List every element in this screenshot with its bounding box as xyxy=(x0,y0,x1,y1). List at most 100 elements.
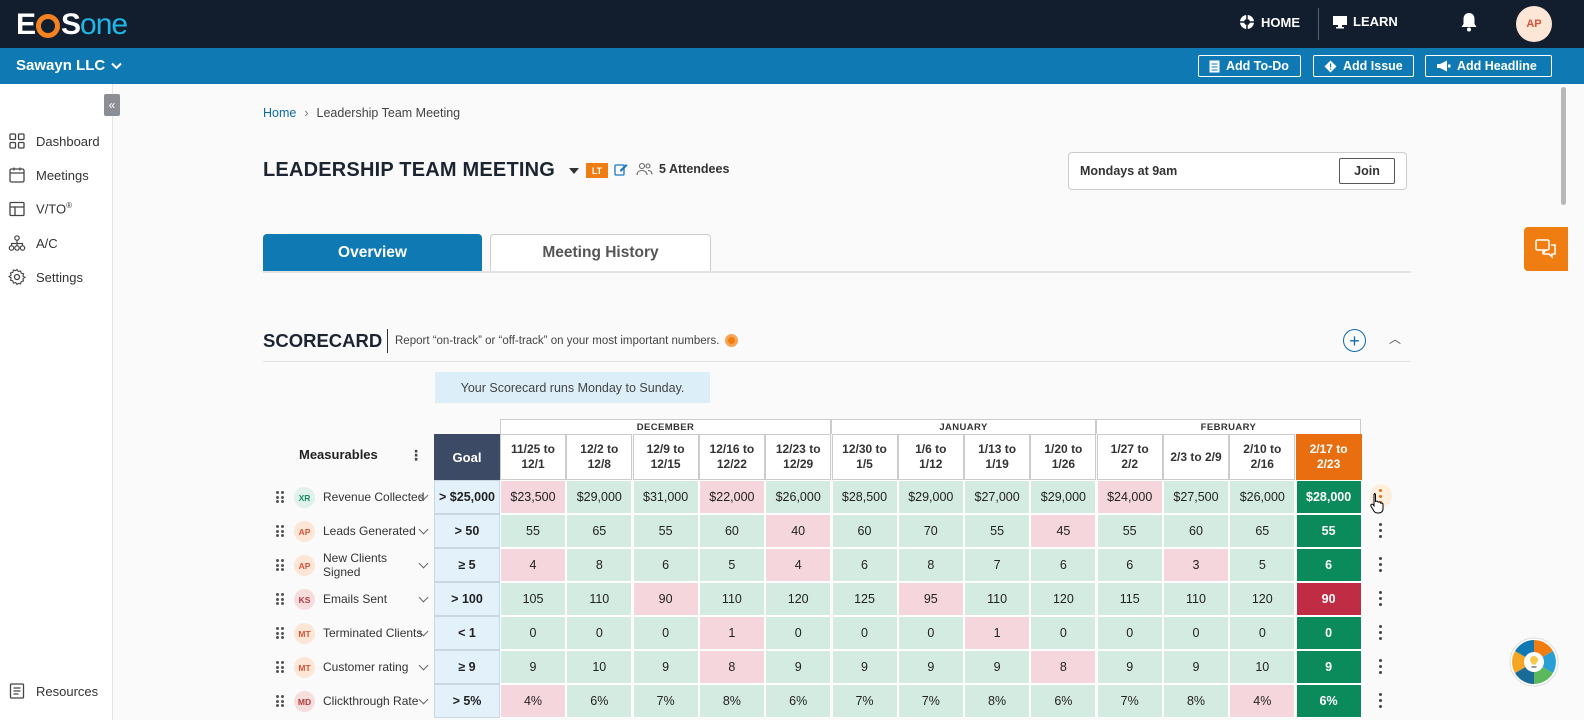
notifications-bell-icon[interactable] xyxy=(1460,12,1478,37)
row-menu-kebab-icon[interactable] xyxy=(1378,659,1384,675)
breadcrumb-home-link[interactable]: Home xyxy=(263,106,297,120)
score-cell[interactable]: 60 xyxy=(831,514,898,548)
score-cell[interactable]: $23,500 xyxy=(500,480,566,514)
score-cell[interactable]: 6% xyxy=(765,684,832,718)
goal-cell[interactable]: ≥ 9 xyxy=(434,650,500,684)
owner-avatar[interactable]: AP xyxy=(294,555,315,576)
score-cell[interactable]: 7 xyxy=(964,548,1031,582)
goal-cell[interactable]: > 100 xyxy=(434,582,500,616)
scrollbar-thumb[interactable] xyxy=(1561,87,1566,205)
score-cell[interactable]: 8% xyxy=(964,684,1031,718)
score-cell[interactable]: 4% xyxy=(1229,684,1296,718)
goal-cell[interactable]: < 1 xyxy=(434,616,500,650)
sidebar-item-settings[interactable]: Settings xyxy=(8,268,83,286)
score-cell[interactable]: $31,000 xyxy=(632,480,699,514)
score-cell[interactable]: 9 xyxy=(765,650,832,684)
score-cell[interactable]: 120 xyxy=(765,582,832,616)
score-cell[interactable]: 5 xyxy=(698,548,765,582)
score-cell[interactable]: 7% xyxy=(897,684,964,718)
score-cell[interactable]: 0 xyxy=(1030,616,1097,650)
score-cell[interactable]: 6 xyxy=(831,548,898,582)
score-cell[interactable]: 0 xyxy=(500,616,566,650)
score-cell[interactable]: 110 xyxy=(566,582,633,616)
org-selector[interactable]: Sawayn LLC xyxy=(16,57,122,74)
measurable-name[interactable]: Terminated Clients xyxy=(323,626,423,640)
current-week-value-cell[interactable]: 0 xyxy=(1295,616,1362,650)
score-cell[interactable]: 4% xyxy=(500,684,566,718)
score-cell[interactable]: 1 xyxy=(964,616,1031,650)
score-cell[interactable]: 6 xyxy=(632,548,699,582)
measurables-menu-icon[interactable]: ⋮ xyxy=(409,447,423,463)
score-cell[interactable]: 0 xyxy=(632,616,699,650)
sidebar-item-resources[interactable]: Resources xyxy=(8,682,98,700)
score-cell[interactable]: 5 xyxy=(1229,548,1296,582)
score-cell[interactable]: 6 xyxy=(1030,548,1097,582)
score-cell[interactable]: 90 xyxy=(632,582,699,616)
score-cell[interactable]: 45 xyxy=(1030,514,1097,548)
score-cell[interactable]: $29,000 xyxy=(1030,480,1097,514)
score-cell[interactable]: $27,500 xyxy=(1163,480,1229,514)
meeting-dropdown-caret-icon[interactable] xyxy=(569,168,579,174)
score-cell[interactable]: 55 xyxy=(500,514,566,548)
score-cell[interactable]: 10 xyxy=(566,650,633,684)
score-cell[interactable]: 0 xyxy=(831,616,898,650)
drag-handle-icon[interactable] xyxy=(276,593,286,605)
tab-overview[interactable]: Overview xyxy=(263,234,482,271)
goal-cell[interactable]: ≥ 5 xyxy=(434,548,500,582)
owner-avatar[interactable]: XR xyxy=(294,487,315,508)
current-week-value-cell[interactable]: 90 xyxy=(1295,582,1362,616)
score-cell[interactable]: 65 xyxy=(1229,514,1296,548)
score-cell[interactable]: 9 xyxy=(831,650,898,684)
current-week-value-cell[interactable]: 6% xyxy=(1295,684,1362,718)
score-cell[interactable]: 0 xyxy=(897,616,964,650)
row-menu-kebab-icon[interactable] xyxy=(1378,693,1384,709)
eos-help-icon[interactable] xyxy=(725,334,739,347)
goal-cell[interactable]: > 50 xyxy=(434,514,500,548)
score-cell[interactable]: 8 xyxy=(1030,650,1097,684)
score-cell[interactable]: 0 xyxy=(765,616,832,650)
row-menu-kebab-icon[interactable] xyxy=(1378,523,1384,539)
drag-handle-icon[interactable] xyxy=(276,491,286,503)
collapse-sidebar-button[interactable]: « xyxy=(104,94,120,116)
drag-handle-icon[interactable] xyxy=(276,695,286,707)
score-cell[interactable]: 125 xyxy=(831,582,898,616)
score-cell[interactable]: $24,000 xyxy=(1096,480,1163,514)
score-cell[interactable]: 9 xyxy=(1096,650,1163,684)
measurable-name[interactable]: Customer rating xyxy=(323,660,409,674)
score-cell[interactable]: 7% xyxy=(831,684,898,718)
owner-avatar[interactable]: MT xyxy=(294,623,315,644)
score-cell[interactable]: 0 xyxy=(566,616,633,650)
join-button[interactable]: Join xyxy=(1339,158,1395,184)
score-cell[interactable]: 95 xyxy=(897,582,964,616)
goal-cell[interactable]: > 5% xyxy=(434,684,500,718)
current-week-value-cell[interactable]: 55 xyxy=(1295,514,1362,548)
measurable-name[interactable]: Leads Generated xyxy=(323,524,416,538)
score-cell[interactable]: $27,000 xyxy=(964,480,1031,514)
score-cell[interactable]: 110 xyxy=(698,582,765,616)
score-cell[interactable]: 110 xyxy=(964,582,1031,616)
score-cell[interactable]: $29,000 xyxy=(897,480,964,514)
score-cell[interactable]: 9 xyxy=(500,650,566,684)
user-avatar[interactable]: AP xyxy=(1516,6,1552,42)
sidebar-item-meetings[interactable]: Meetings xyxy=(8,166,89,184)
score-cell[interactable]: 8% xyxy=(1163,684,1229,718)
score-cell[interactable]: 60 xyxy=(1163,514,1229,548)
score-cell[interactable]: 55 xyxy=(1096,514,1163,548)
score-cell[interactable]: 65 xyxy=(566,514,633,548)
score-cell[interactable]: $22,000 xyxy=(698,480,765,514)
current-week-value-cell[interactable]: 6 xyxy=(1295,548,1362,582)
add-issue-button[interactable]: Add Issue xyxy=(1313,55,1414,77)
measurable-name[interactable]: Clickthrough Rate xyxy=(323,694,419,708)
feedback-button[interactable] xyxy=(1524,227,1568,271)
score-cell[interactable]: $26,000 xyxy=(765,480,832,514)
score-cell[interactable]: 60 xyxy=(698,514,765,548)
score-cell[interactable]: 8 xyxy=(566,548,633,582)
score-cell[interactable]: 6% xyxy=(1030,684,1097,718)
row-menu-kebab-icon[interactable] xyxy=(1378,625,1384,641)
score-cell[interactable]: 105 xyxy=(500,582,566,616)
attendees-link[interactable]: 5 Attendees xyxy=(636,162,729,176)
current-week-value-cell[interactable]: 9 xyxy=(1295,650,1362,684)
score-cell[interactable]: 4 xyxy=(500,548,566,582)
score-cell[interactable]: 7% xyxy=(632,684,699,718)
